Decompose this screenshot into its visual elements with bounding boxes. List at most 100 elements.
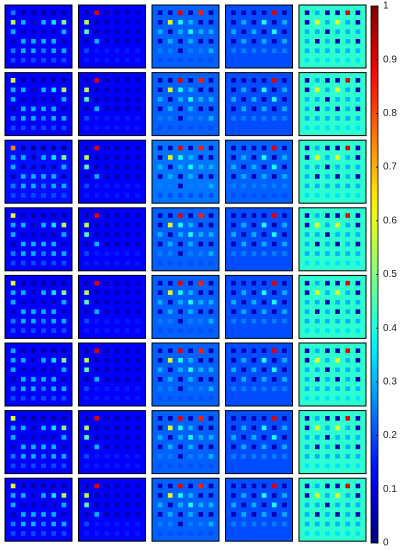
cell (104, 425, 110, 431)
cell (135, 299, 140, 305)
cell (84, 116, 89, 121)
cell (20, 416, 26, 421)
cell (241, 463, 247, 469)
cell (178, 280, 183, 286)
cell (84, 164, 89, 170)
cell (325, 57, 330, 63)
cell (282, 493, 287, 498)
cell (41, 463, 46, 469)
cell (304, 386, 310, 392)
cell (31, 521, 36, 527)
cell (51, 213, 57, 218)
cell (261, 155, 267, 160)
cell (345, 290, 351, 295)
cell (135, 155, 140, 160)
cell (84, 29, 89, 35)
cell (114, 116, 120, 121)
cell (51, 328, 57, 333)
cell (94, 10, 100, 16)
cell (114, 125, 120, 131)
cell (208, 444, 214, 450)
cell (157, 106, 163, 112)
cell (157, 87, 163, 93)
cell (198, 493, 204, 498)
cell (167, 367, 173, 373)
cell (345, 416, 351, 421)
cell (335, 116, 340, 121)
cell (345, 116, 351, 121)
cell (208, 493, 214, 498)
cell (355, 357, 361, 363)
cell (84, 241, 89, 247)
cell (241, 367, 247, 373)
cell (271, 116, 277, 121)
cell (271, 395, 277, 401)
cell (61, 386, 67, 392)
cell (198, 10, 204, 16)
cell (41, 183, 46, 189)
cell (41, 502, 46, 508)
cell (282, 38, 287, 44)
cell (84, 386, 89, 392)
cell (41, 521, 46, 527)
cell (84, 521, 89, 527)
cell (304, 232, 310, 237)
cell (51, 48, 57, 54)
cell (10, 164, 16, 170)
cell (241, 425, 247, 431)
cell (198, 260, 204, 266)
cell (84, 57, 89, 63)
cell (114, 280, 120, 286)
cell (208, 318, 214, 324)
cell (198, 97, 204, 102)
panel-background (152, 140, 219, 204)
cell (20, 38, 26, 44)
cell (114, 290, 120, 295)
panel (4, 477, 73, 542)
cell (178, 29, 183, 35)
cell (167, 174, 173, 179)
cell (41, 87, 46, 93)
cell (41, 174, 46, 179)
cell (261, 493, 267, 498)
cell (94, 241, 100, 247)
cell (314, 425, 320, 431)
cell (261, 386, 267, 392)
cell (282, 444, 287, 450)
cell (104, 290, 110, 295)
cell (94, 57, 100, 63)
cell (41, 425, 46, 431)
cell (104, 531, 110, 536)
cell (271, 502, 277, 508)
cell (124, 232, 130, 237)
cell (208, 106, 214, 112)
panel (151, 342, 220, 407)
cell (20, 183, 26, 189)
cell (124, 125, 130, 131)
cell (325, 386, 330, 392)
cell (135, 348, 140, 354)
cell (304, 502, 310, 508)
panel (151, 4, 220, 69)
cell (355, 435, 361, 440)
panel (298, 477, 367, 542)
cell (157, 213, 163, 218)
cell (31, 493, 36, 498)
panel-background (5, 478, 72, 542)
cell (241, 260, 247, 266)
cell (20, 463, 26, 469)
cell (104, 260, 110, 266)
cell (355, 48, 361, 54)
cell (167, 521, 173, 527)
cell (241, 19, 247, 25)
cell (345, 48, 351, 54)
cell (314, 386, 320, 392)
cell (84, 309, 89, 314)
cell (94, 454, 100, 459)
cell (10, 232, 16, 237)
cell (124, 19, 130, 25)
cell (282, 502, 287, 508)
cell (167, 425, 173, 431)
cell (355, 493, 361, 498)
cell (20, 531, 26, 536)
